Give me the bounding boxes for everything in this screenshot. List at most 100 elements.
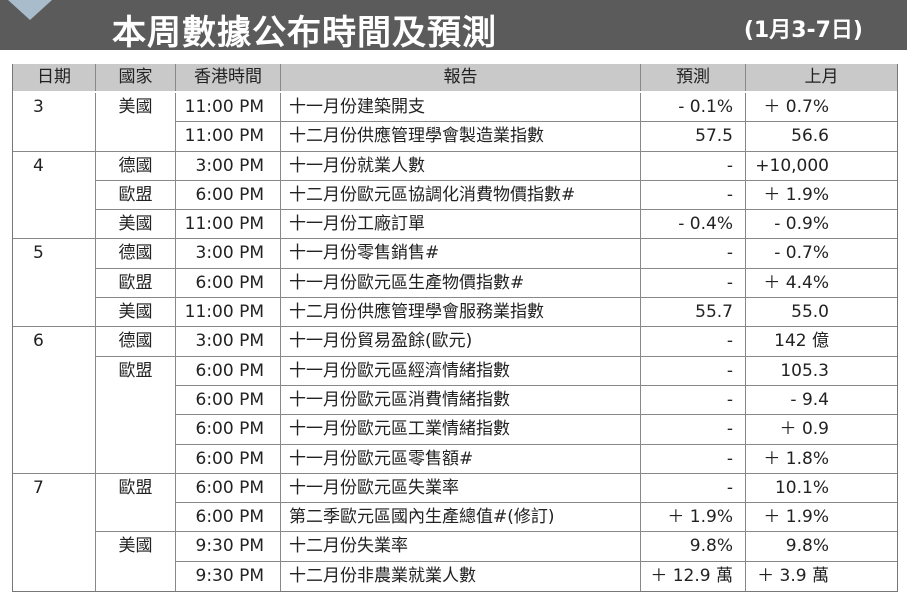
time-cell: 9:30 PM	[176, 532, 281, 562]
country-cell: 美國	[96, 93, 176, 123]
forecast-cell: 57.5	[641, 122, 746, 152]
date-cell	[13, 385, 96, 416]
previous-cell: ＋ 1.9%	[746, 503, 897, 533]
date-cell: 6	[13, 327, 96, 357]
report-cell: 十二月份失業率	[281, 532, 641, 562]
date-cell	[13, 415, 96, 445]
date-cell: 7	[13, 473, 96, 504]
previous-cell: - 0.9%	[746, 210, 897, 240]
country-cell: 歐盟	[96, 268, 176, 299]
forecast-cell: -	[641, 444, 746, 474]
country-cell	[96, 444, 176, 474]
previous-cell: 55.0	[746, 298, 897, 328]
report-cell: 十一月份歐元區消費情緒指數	[281, 385, 641, 416]
date-cell	[13, 298, 96, 328]
time-cell: 3:00 PM	[176, 239, 281, 269]
report-cell: 十二月份非農業就業人數	[281, 561, 641, 591]
previous-cell: - 9.4	[746, 386, 897, 416]
time-cell: 6:00 PM	[176, 356, 281, 386]
report-cell: 十一月份歐元區失業率	[281, 473, 641, 504]
date-cell	[13, 210, 96, 240]
country-cell: 歐盟	[96, 356, 176, 386]
forecast-cell: ＋ 1.9%	[641, 503, 746, 533]
previous-cell: 142 億	[746, 327, 897, 357]
time-cell: 6:00 PM	[176, 385, 281, 416]
date-cell: 4	[13, 151, 96, 181]
country-cell: 德國	[96, 239, 176, 269]
forecast-cell: -	[641, 473, 746, 504]
column-header: 香港時間	[176, 64, 281, 91]
time-cell: 6:00 PM	[176, 503, 281, 533]
country-cell	[96, 415, 176, 445]
time-cell: 11:00 PM	[176, 210, 281, 240]
title: 本周數據公布時間及預測	[112, 13, 497, 53]
forecast-cell: -	[641, 239, 746, 269]
date-cell	[13, 561, 96, 591]
time-cell: 6:00 PM	[176, 415, 281, 445]
forecast-cell: ＋ 12.9 萬	[641, 561, 746, 591]
country-cell	[96, 561, 176, 591]
forecast-cell: -	[641, 415, 746, 445]
previous-cell: 9.8%	[746, 532, 897, 562]
previous-cell: ＋ 1.9%	[746, 181, 897, 211]
time-cell: 6:00 PM	[176, 473, 281, 504]
date-cell	[13, 268, 96, 299]
previous-cell: - 0.7%	[746, 239, 897, 269]
report-cell: 十一月份歐元區工業情緒指數	[281, 415, 641, 445]
previous-cell: 10.1%	[746, 474, 897, 504]
column-header: 國家	[96, 64, 176, 91]
date-cell	[13, 180, 96, 211]
forecast-cell: -	[641, 180, 746, 211]
previous-cell: ＋ 0.7%	[746, 93, 897, 123]
date-range: (1月3-7日)	[743, 18, 863, 43]
date-cell	[13, 532, 96, 562]
report-cell: 十一月份貿易盈餘(歐元)	[281, 327, 641, 357]
time-cell: 9:30 PM	[176, 561, 281, 591]
column-header: 上月	[746, 64, 897, 91]
date-cell	[13, 444, 96, 474]
date-cell	[13, 503, 96, 533]
column-header: 報告	[281, 64, 641, 91]
report-cell: 十一月份建築開支	[281, 93, 641, 123]
time-cell: 3:00 PM	[176, 151, 281, 181]
corner-triangle	[8, 0, 52, 20]
report-cell: 十一月份歐元區經濟情緒指數	[281, 356, 641, 386]
forecast-cell: -	[641, 268, 746, 299]
forecast-cell: - 0.4%	[641, 210, 746, 240]
report-cell: 十一月份就業人數	[281, 151, 641, 181]
report-cell: 十一月份歐元區零售額#	[281, 444, 641, 474]
forecast-cell: -	[641, 385, 746, 416]
country-cell: 德國	[96, 327, 176, 357]
previous-cell: 56.6	[746, 122, 897, 152]
forecast-cell: 55.7	[641, 298, 746, 328]
date-cell	[13, 356, 96, 386]
table: 日期 國家 香港時間 報告 預測 上月 3 美國 11:00 PM 十一月份建築開支 - 0.1% ＋…	[12, 64, 898, 592]
forecast-cell: -	[641, 356, 746, 386]
previous-cell: ＋ 1.8%	[746, 445, 897, 474]
forecast-cell: -	[641, 327, 746, 357]
column-header: 日期	[13, 64, 96, 91]
previous-cell: 105.3	[746, 357, 897, 386]
country-cell	[96, 503, 176, 533]
time-cell: 11:00 PM	[176, 122, 281, 152]
previous-cell: ＋ 4.4%	[746, 269, 897, 299]
header-bar	[0, 0, 907, 50]
report-cell: 十二月份供應管理學會製造業指數	[281, 122, 641, 152]
report-cell: 十二月份供應管理學會服務業指數	[281, 298, 641, 328]
previous-cell: +10,000	[746, 152, 897, 181]
report-cell: 十一月份零售銷售#	[281, 239, 641, 269]
country-cell: 美國	[96, 210, 176, 240]
forecast-cell: 9.8%	[641, 532, 746, 562]
country-cell	[96, 122, 176, 152]
forecast-cell: -	[641, 151, 746, 181]
date-cell	[13, 122, 96, 152]
forecast-cell: - 0.1%	[641, 93, 746, 123]
country-cell	[96, 385, 176, 416]
country-cell: 歐盟	[96, 180, 176, 211]
country-cell: 美國	[96, 532, 176, 562]
time-cell: 3:00 PM	[176, 327, 281, 357]
report-cell: 第二季歐元區國內生產總值#(修訂)	[281, 503, 641, 533]
report-cell: 十一月份歐元區生產物價指數#	[281, 268, 641, 299]
previous-cell: ＋ 0.9	[746, 415, 897, 445]
